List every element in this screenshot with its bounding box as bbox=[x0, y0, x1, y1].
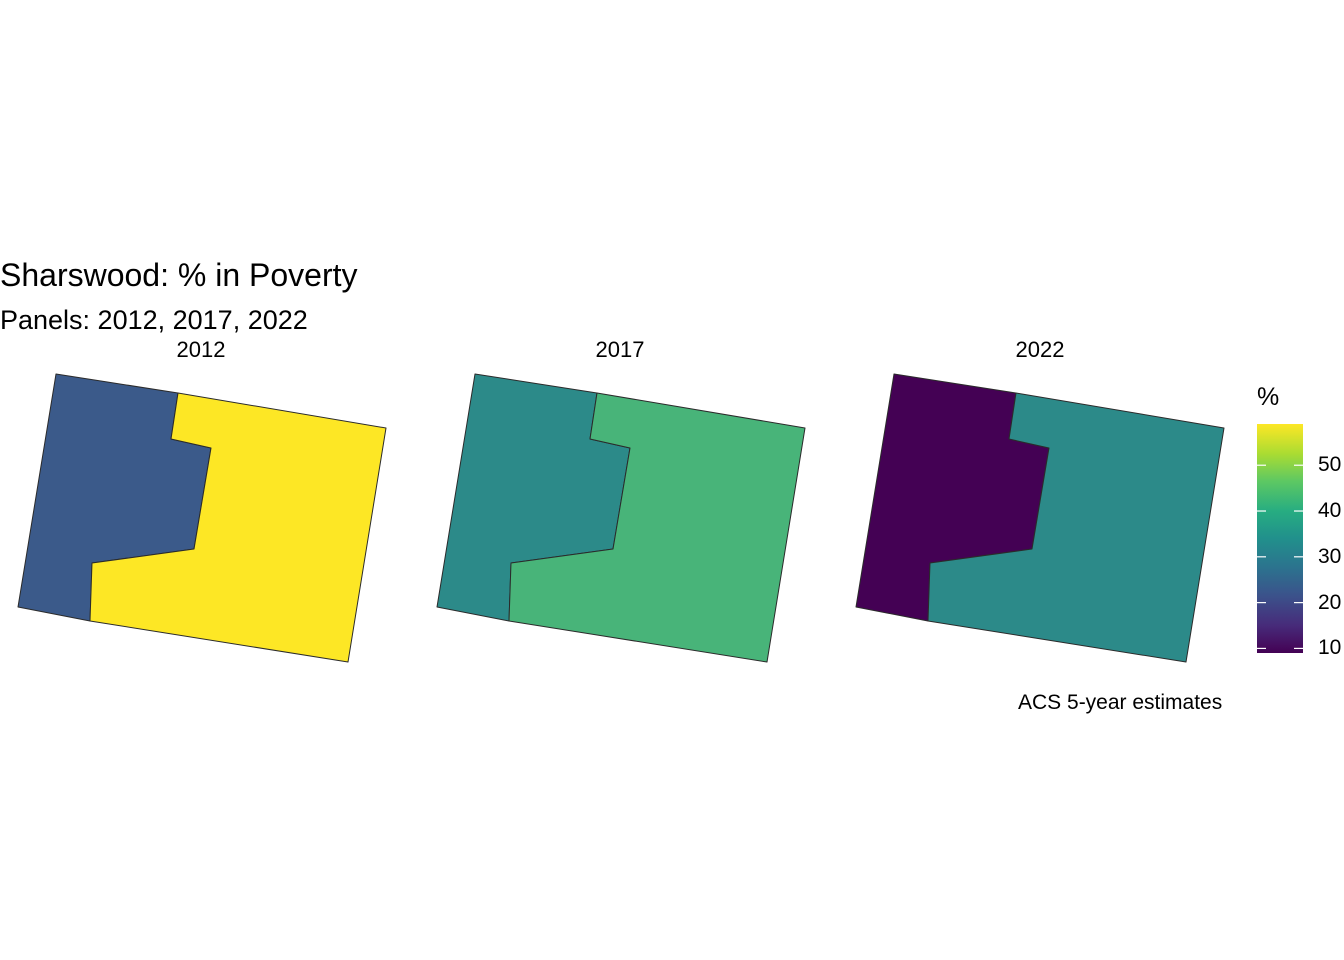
legend-tick-label: 30 bbox=[1318, 544, 1342, 568]
map-panel-2022 bbox=[855, 373, 1225, 663]
plot-subtitle: Panels: 2012, 2017, 2022 bbox=[0, 305, 308, 335]
legend-tick-label: 20 bbox=[1318, 590, 1342, 614]
map-panel-2012 bbox=[17, 373, 387, 663]
facet-label-2012: 2012 bbox=[176, 337, 226, 362]
caption: ACS 5-year estimates bbox=[1018, 691, 1223, 714]
legend-title: % bbox=[1257, 383, 1280, 411]
legend-tick-label: 40 bbox=[1318, 499, 1342, 523]
region-east-2022 bbox=[927, 392, 1225, 663]
region-east-2012 bbox=[89, 392, 387, 663]
map-panel-2017 bbox=[436, 373, 806, 663]
legend-tick-label: 10 bbox=[1318, 636, 1342, 660]
legend-colorbar bbox=[1257, 424, 1303, 653]
plot-title: Sharswood: % in Poverty bbox=[0, 257, 358, 293]
legend-tick-label: 50 bbox=[1318, 453, 1342, 477]
facet-label-2022: 2022 bbox=[1015, 337, 1065, 362]
region-east-2017 bbox=[508, 392, 806, 663]
facet-label-2017: 2017 bbox=[595, 337, 645, 362]
